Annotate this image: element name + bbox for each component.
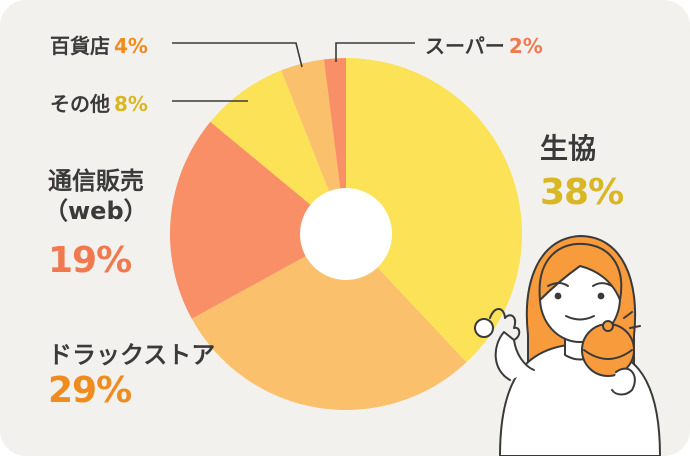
leader-lines: [172, 42, 415, 102]
woman-illustration: [474, 235, 661, 456]
leader-line-supa: [335, 42, 415, 62]
pie-slices: [169, 58, 523, 411]
label-hyakkaten: 百貨店 4%: [50, 30, 148, 59]
label-tsushin: 通信販売 （web） 19%: [44, 166, 148, 282]
label-sonota-name: その他: [50, 92, 110, 116]
label-seikyo-pct: 38%: [540, 172, 624, 213]
donut-hole: [300, 188, 392, 280]
label-drugstore-name: ドラックストア: [48, 341, 216, 369]
label-sonota: その他 8%: [50, 88, 148, 117]
label-seikyo: 生協 38%: [540, 132, 624, 214]
label-sonota-pct: 8%: [114, 92, 148, 116]
slice-tsushin: [169, 121, 346, 319]
label-drugstore: ドラックストア 29%: [48, 340, 215, 412]
label-hyakkaten-pct: 4%: [114, 34, 148, 58]
label-tsushin-name: 通信販売: [48, 167, 144, 195]
label-tsushin-sub: （web）: [44, 197, 148, 225]
label-supa-name: スーパー: [425, 34, 505, 58]
label-supa: スーパー 2%: [425, 30, 543, 59]
slice-seikyo: [346, 58, 523, 363]
label-hyakkaten-name: 百貨店: [50, 34, 110, 58]
leader-line-hyakkaten: [172, 42, 303, 68]
slice-sonota: [210, 70, 346, 234]
slice-drugstore: [191, 234, 467, 411]
label-drugstore-pct: 29%: [48, 370, 132, 411]
label-tsushin-pct: 19%: [48, 240, 132, 281]
label-seikyo-name: 生協: [540, 132, 597, 165]
label-supa-pct: 2%: [508, 34, 543, 58]
slice-hyakkaten: [281, 59, 346, 234]
